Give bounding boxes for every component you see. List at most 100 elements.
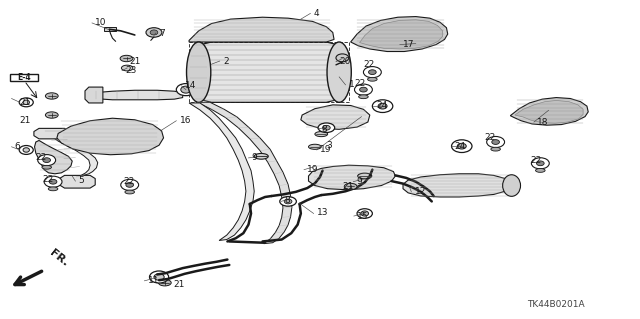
Ellipse shape (125, 190, 134, 194)
Text: 19: 19 (320, 145, 332, 154)
Ellipse shape (150, 271, 169, 283)
Text: 8: 8 (321, 125, 327, 134)
Ellipse shape (491, 147, 500, 151)
Polygon shape (308, 165, 396, 190)
Ellipse shape (486, 137, 504, 148)
Text: 9: 9 (252, 153, 257, 162)
Text: 4: 4 (314, 9, 319, 18)
Ellipse shape (45, 112, 58, 118)
Ellipse shape (19, 98, 33, 107)
Text: 1: 1 (349, 80, 355, 89)
Text: 22: 22 (124, 177, 134, 186)
Text: 20: 20 (339, 57, 351, 66)
Ellipse shape (361, 211, 369, 216)
Text: 22: 22 (364, 60, 374, 69)
Text: 13: 13 (317, 208, 328, 217)
Ellipse shape (458, 143, 467, 149)
Ellipse shape (49, 179, 57, 184)
Text: 7: 7 (159, 29, 165, 38)
Text: 22: 22 (36, 153, 47, 162)
Ellipse shape (492, 140, 499, 145)
Ellipse shape (502, 175, 520, 196)
Ellipse shape (452, 140, 472, 152)
Ellipse shape (121, 179, 139, 190)
Ellipse shape (122, 65, 133, 71)
Ellipse shape (146, 28, 162, 37)
Ellipse shape (364, 67, 381, 78)
Ellipse shape (120, 55, 133, 62)
Polygon shape (85, 87, 103, 103)
Ellipse shape (154, 274, 164, 280)
Ellipse shape (254, 153, 268, 159)
Ellipse shape (150, 30, 158, 35)
Ellipse shape (48, 187, 58, 191)
Text: 22: 22 (355, 79, 365, 88)
Ellipse shape (536, 168, 545, 172)
Ellipse shape (367, 78, 377, 81)
Text: 22: 22 (484, 133, 496, 142)
Text: 18: 18 (537, 117, 548, 127)
Ellipse shape (327, 42, 351, 102)
Polygon shape (510, 98, 588, 125)
Ellipse shape (42, 165, 51, 169)
Ellipse shape (369, 70, 376, 75)
Text: 21: 21 (130, 57, 141, 66)
Polygon shape (360, 20, 443, 49)
Ellipse shape (323, 125, 330, 130)
Ellipse shape (318, 123, 335, 132)
Text: 5: 5 (79, 176, 84, 185)
Ellipse shape (186, 42, 211, 102)
Polygon shape (197, 102, 292, 244)
Polygon shape (45, 131, 98, 177)
Text: 23: 23 (125, 66, 136, 75)
Polygon shape (189, 103, 254, 241)
Polygon shape (351, 17, 448, 51)
Text: 2: 2 (223, 56, 228, 65)
Ellipse shape (176, 84, 195, 96)
Ellipse shape (159, 279, 172, 286)
Polygon shape (93, 90, 182, 100)
Polygon shape (60, 175, 95, 188)
Text: TK44B0201A: TK44B0201A (527, 300, 585, 308)
Ellipse shape (43, 158, 51, 162)
Bar (104, 27, 116, 31)
Ellipse shape (536, 161, 544, 166)
Polygon shape (198, 42, 339, 102)
Text: 24: 24 (454, 142, 465, 151)
Text: 14: 14 (184, 81, 196, 90)
Text: 21: 21 (342, 182, 354, 191)
Text: FR.: FR. (47, 248, 70, 269)
Ellipse shape (344, 183, 357, 190)
Ellipse shape (315, 131, 328, 137)
Ellipse shape (308, 144, 321, 149)
Ellipse shape (284, 199, 292, 204)
Ellipse shape (378, 103, 387, 109)
Text: E-4: E-4 (17, 73, 31, 82)
Ellipse shape (44, 176, 62, 187)
Text: 3: 3 (326, 141, 332, 150)
Ellipse shape (126, 182, 134, 187)
Text: 22: 22 (42, 175, 54, 184)
Polygon shape (57, 118, 164, 155)
Ellipse shape (19, 145, 33, 154)
Text: 17: 17 (403, 40, 415, 49)
Text: 8: 8 (284, 196, 290, 205)
Polygon shape (403, 174, 511, 197)
Ellipse shape (23, 148, 29, 152)
Text: 16: 16 (179, 116, 191, 125)
Polygon shape (35, 140, 72, 174)
Ellipse shape (23, 100, 29, 105)
Ellipse shape (45, 93, 58, 99)
Ellipse shape (358, 173, 372, 179)
Text: 9: 9 (356, 177, 362, 186)
Text: 15: 15 (357, 211, 369, 220)
Ellipse shape (355, 84, 372, 95)
Text: 21: 21 (20, 98, 31, 107)
Ellipse shape (531, 158, 549, 169)
Text: 22: 22 (531, 156, 542, 165)
Text: 12: 12 (415, 187, 426, 197)
Ellipse shape (372, 100, 393, 113)
Text: 11: 11 (148, 276, 159, 285)
Ellipse shape (38, 155, 56, 166)
Polygon shape (189, 17, 334, 42)
